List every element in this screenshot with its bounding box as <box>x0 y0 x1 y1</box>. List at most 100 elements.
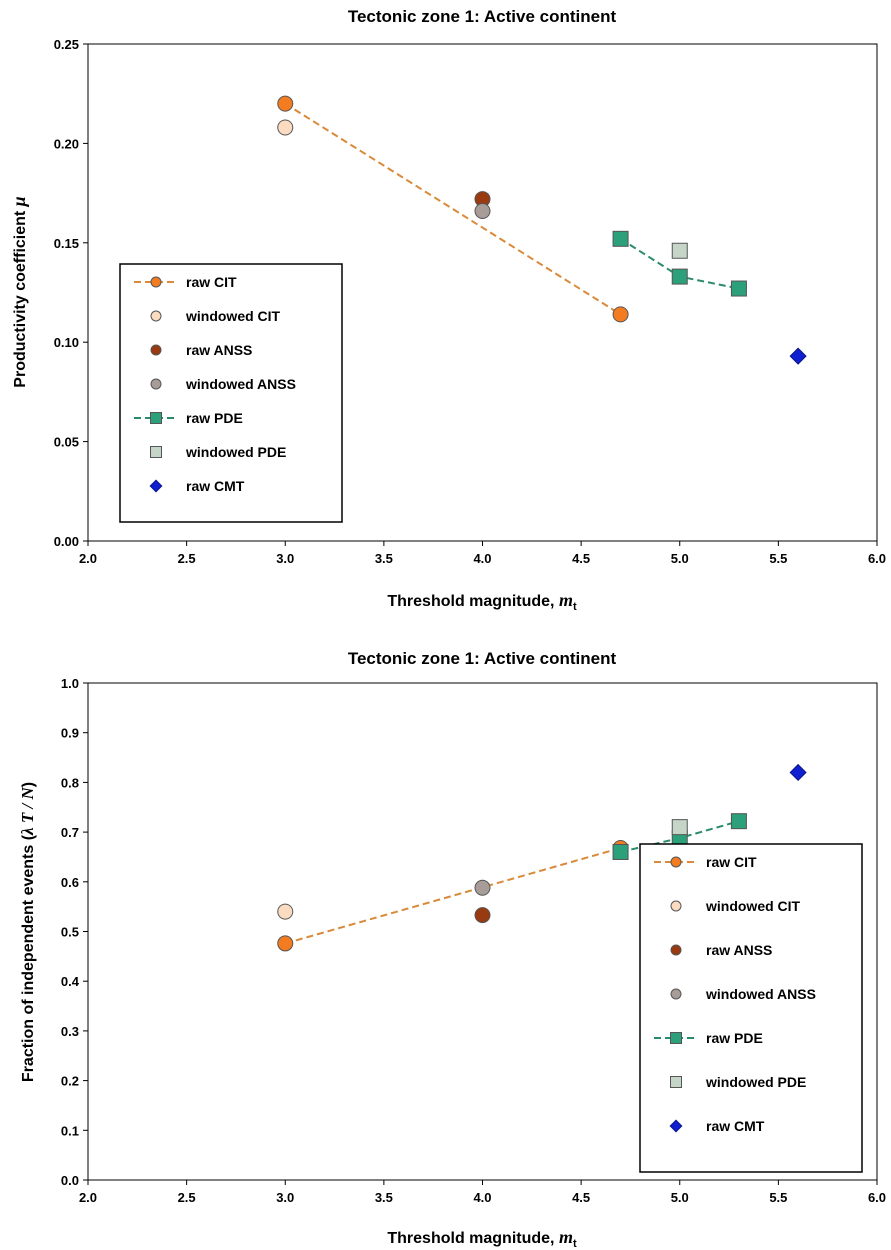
x-tick-label: 2.0 <box>79 1190 97 1205</box>
chart1-markers <box>277 95 807 365</box>
x-tick-label: 4.5 <box>572 551 590 566</box>
legend-label-raw-cmt: raw CMT <box>186 478 245 494</box>
y-tick-label: 0.25 <box>54 37 79 52</box>
legend-marker-windowed-cit <box>670 900 682 912</box>
legend-label-raw-anss: raw ANSS <box>706 942 772 958</box>
series-line-raw-cit <box>284 102 622 316</box>
legend-label-raw-pde: raw PDE <box>706 1030 763 1046</box>
y-tick-label: 0.1 <box>61 1123 79 1138</box>
data-point-raw-cit <box>612 306 629 323</box>
legend-label-raw-pde: raw PDE <box>186 410 243 426</box>
data-point-raw-pde <box>730 280 747 297</box>
x-tick-label: 4.0 <box>473 1190 491 1205</box>
x-tick-label: 2.0 <box>79 551 97 566</box>
data-point-windowed-anss <box>474 879 491 896</box>
x-tick-label: 3.0 <box>276 1190 294 1205</box>
legend-label-windowed-cit: windowed CIT <box>705 898 801 914</box>
legend-label-raw-cit: raw CIT <box>186 274 237 290</box>
y-tick-label: 0.7 <box>61 825 79 840</box>
x-tick-label: 5.0 <box>671 551 689 566</box>
y-tick-label: 0.2 <box>61 1074 79 1089</box>
data-point-raw-pde <box>730 813 747 830</box>
x-tick-label: 5.5 <box>769 1190 787 1205</box>
x-tick-label: 4.5 <box>572 1190 590 1205</box>
data-point-raw-pde <box>612 230 629 247</box>
data-point-windowed-anss <box>474 202 491 219</box>
data-point-raw-cit <box>277 935 294 952</box>
x-tick-label: 6.0 <box>868 551 886 566</box>
chart-independent-fraction: Tectonic zone 1: Active continent Thresh… <box>18 649 886 1250</box>
y-tick-label: 0.10 <box>54 335 79 350</box>
legend-marker-raw-pde <box>150 412 162 424</box>
data-point-raw-cmt <box>789 763 807 782</box>
legend-label-windowed-anss: windowed ANSS <box>185 376 296 392</box>
y-tick-label: 0.4 <box>61 974 80 989</box>
data-point-raw-cmt <box>789 347 807 365</box>
y-tick-label: 0.8 <box>61 775 79 790</box>
legend-box <box>639 843 863 1173</box>
chart2-x-axis-label: Threshold magnitude, mt <box>387 1227 577 1250</box>
data-point-windowed-pde <box>671 819 688 836</box>
x-tick-label: 2.5 <box>178 1190 196 1205</box>
data-point-raw-anss <box>474 907 491 924</box>
chart2-legend: raw CIT windowed CIT raw ANSS windowed ANSS… <box>639 843 863 1173</box>
legend-marker-windowed-anss <box>150 378 162 390</box>
chart1-legend: raw CIT windowed CIT raw ANSS windowed ANSS… <box>119 263 343 523</box>
data-point-raw-pde <box>612 843 629 860</box>
legend-marker-windowed-pde <box>150 446 162 458</box>
legend-box <box>119 263 343 523</box>
y-tick-label: 0.05 <box>54 435 79 450</box>
legend-marker-raw-cmt <box>149 479 163 493</box>
chart-productivity: Tectonic zone 1: Active continent Thresh… <box>9 7 886 613</box>
legend-label-windowed-anss: windowed ANSS <box>705 986 816 1002</box>
chart1-title: Tectonic zone 1: Active continent <box>348 7 617 26</box>
y-tick-label: 0.20 <box>54 136 79 151</box>
legend-label-windowed-pde: windowed PDE <box>705 1074 806 1090</box>
x-tick-label: 6.0 <box>868 1190 886 1205</box>
chart2-markers <box>277 763 807 952</box>
legend-marker-raw-anss <box>150 344 162 356</box>
x-tick-label: 3.0 <box>276 551 294 566</box>
chart2-title: Tectonic zone 1: Active continent <box>348 649 617 668</box>
y-tick-label: 1.0 <box>61 676 79 691</box>
data-point-raw-pde <box>671 268 688 285</box>
legend-marker-windowed-pde <box>670 1076 682 1088</box>
legend-marker-windowed-anss <box>670 988 682 1000</box>
legend-marker-raw-anss <box>670 944 682 956</box>
y-tick-label: 0.9 <box>61 726 79 741</box>
legend-marker-raw-cmt <box>669 1119 683 1133</box>
chart1-series-lines <box>284 102 740 316</box>
data-point-windowed-pde <box>671 242 688 259</box>
legend-marker-windowed-cit <box>150 310 162 322</box>
chart1-x-axis-label: Threshold magnitude, mt <box>387 590 577 613</box>
y-tick-label: 0.0 <box>61 1173 79 1188</box>
legend-label-raw-cit: raw CIT <box>706 854 757 870</box>
y-tick-label: 0.00 <box>54 534 79 549</box>
legend-label-windowed-cit: windowed CIT <box>185 308 281 324</box>
legend-marker-raw-pde <box>670 1032 682 1044</box>
data-point-windowed-cit <box>277 119 294 136</box>
y-tick-label: 0.3 <box>61 1024 79 1039</box>
x-tick-label: 3.5 <box>375 551 393 566</box>
chart1-y-axis-label: Productivity coefficient μ <box>9 196 29 387</box>
legend-label-raw-cmt: raw CMT <box>706 1118 765 1134</box>
chart2-ticks: 2.0 2.5 3.0 3.5 4.0 4.5 5.0 5.5 6.0 0.0 0.1 0.2 0.3 0… <box>61 676 886 1205</box>
data-point-raw-cit <box>277 95 294 112</box>
legend-label-windowed-pde: windowed PDE <box>185 444 286 460</box>
y-tick-label: 0.15 <box>54 236 79 251</box>
x-tick-label: 3.5 <box>375 1190 393 1205</box>
y-tick-label: 0.6 <box>61 875 79 890</box>
legend-label-raw-anss: raw ANSS <box>186 342 252 358</box>
series-line-raw-cit <box>284 847 621 945</box>
legend-marker-raw-cit <box>150 276 162 288</box>
x-tick-label: 2.5 <box>178 551 196 566</box>
x-tick-label: 5.5 <box>769 551 787 566</box>
legend-marker-raw-cit <box>670 856 682 868</box>
data-point-windowed-cit <box>277 903 294 920</box>
x-tick-label: 5.0 <box>671 1190 689 1205</box>
x-tick-label: 4.0 <box>473 551 491 566</box>
chart2-y-axis-label: Fraction of independent events (λ T / N) <box>18 782 37 1082</box>
chart1-ticks: 2.0 2.5 3.0 3.5 4.0 4.5 5.0 5.5 6.0 0.00 0.05 0.10 0… <box>54 37 886 566</box>
y-tick-label: 0.5 <box>61 925 79 940</box>
